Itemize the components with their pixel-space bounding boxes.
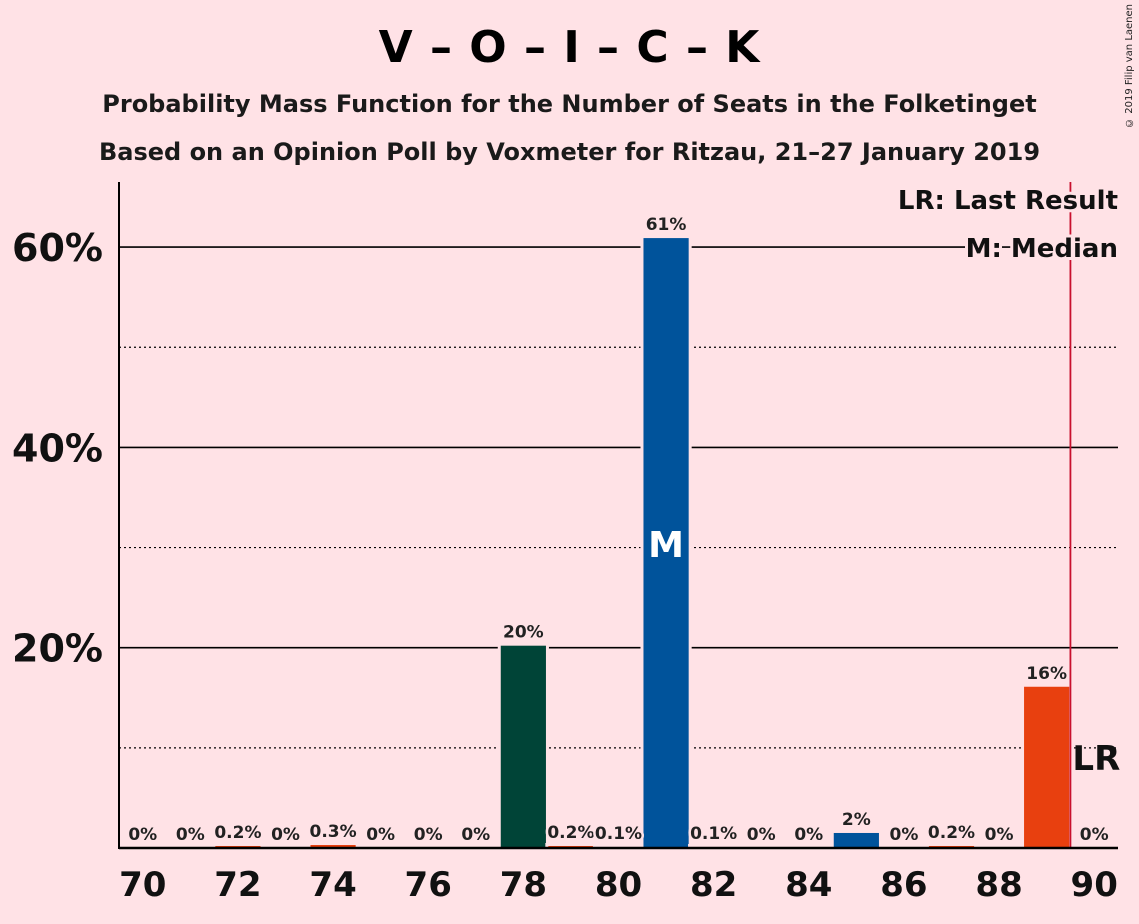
chart-subtitle-poll: Based on an Opinion Poll by Voxmeter for…	[98, 138, 1041, 166]
bar-halo	[688, 843, 740, 848]
x-tick-label: 84	[785, 865, 832, 905]
data-label: 0%	[794, 825, 823, 845]
y-tick-label: 60%	[12, 226, 103, 270]
x-tick-label: 72	[214, 865, 261, 905]
data-label: 0.3%	[309, 822, 356, 842]
median-marker: M	[648, 525, 684, 566]
data-label: 16%	[1026, 664, 1067, 684]
data-label: 0%	[271, 825, 300, 845]
bar-halo	[592, 843, 645, 848]
y-tick-label: 20%	[12, 627, 103, 671]
y-tick-label: 40%	[12, 426, 103, 470]
data-label: 0%	[366, 825, 395, 845]
x-tick-label: 80	[595, 865, 642, 905]
bar-78	[500, 645, 546, 848]
chart-subtitle: Probability Mass Function for the Number…	[102, 90, 1037, 118]
data-label: 0.1%	[595, 824, 642, 844]
last-result-marker: LR	[1072, 739, 1120, 779]
x-tick-label: 82	[690, 865, 737, 905]
data-label: 0.2%	[928, 823, 975, 843]
data-label: 0%	[1080, 825, 1109, 845]
x-tick-label: 90	[1071, 865, 1118, 905]
data-label: 0%	[128, 825, 157, 845]
bar-81	[643, 238, 689, 848]
bar-halo	[925, 842, 978, 848]
bar-halo	[545, 842, 597, 848]
data-label: 61%	[646, 215, 687, 235]
bar-halo	[212, 842, 264, 848]
legend-median: M: Median	[966, 234, 1118, 264]
data-label: 0.2%	[547, 823, 594, 843]
data-label: 0%	[985, 825, 1014, 845]
data-label: 0%	[461, 825, 490, 845]
data-label: 0%	[889, 825, 918, 845]
data-label: 0%	[176, 825, 205, 845]
x-tick-label: 78	[500, 865, 547, 905]
bar-74	[310, 844, 356, 848]
bar-89	[1024, 686, 1070, 848]
data-label: 0.1%	[690, 824, 737, 844]
x-tick-label: 88	[975, 865, 1022, 905]
data-label: 0.2%	[214, 823, 261, 843]
data-label: 20%	[503, 623, 544, 643]
bar-85	[833, 832, 879, 848]
data-label: 0%	[747, 825, 776, 845]
x-tick-label: 70	[119, 865, 166, 905]
legend-last-result: LR: Last Result	[898, 186, 1118, 216]
x-tick-label: 74	[309, 865, 356, 905]
x-tick-label: 76	[405, 865, 452, 905]
x-tick-label: 86	[880, 865, 927, 905]
data-label: 2%	[842, 810, 871, 830]
data-label: 0%	[414, 825, 443, 845]
chart-title: V – O – I – C – K	[378, 22, 761, 73]
